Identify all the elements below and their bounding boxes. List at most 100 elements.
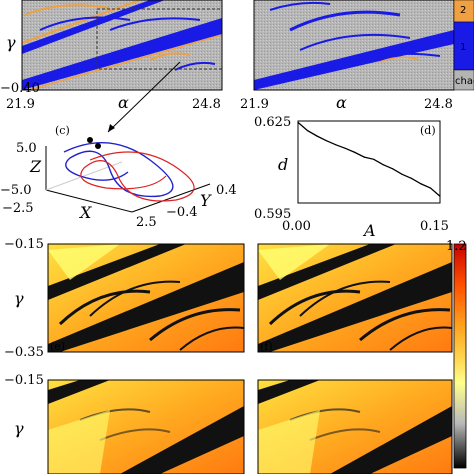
panel-d-frame bbox=[297, 120, 441, 204]
panel-d-xlabel: A bbox=[362, 221, 376, 240]
panel-e: (e) −0.15 γ −0.35 bbox=[4, 237, 245, 360]
panel-g-dark-band-upper bbox=[48, 380, 110, 404]
panel-h bbox=[257, 379, 453, 474]
panel-a-period1-band bbox=[22, 18, 222, 90]
panel-e-frame bbox=[47, 243, 245, 353]
panel-c-label: (c) bbox=[55, 124, 70, 137]
panel-g-y-tick-top: −0.15 bbox=[4, 373, 44, 388]
panel-b-tongue-1 bbox=[289, 10, 401, 32]
panel-e-label: (e) bbox=[50, 340, 65, 353]
panel-f-dark-band-upper bbox=[258, 244, 396, 300]
panel-c-x-tick-right: 2.5 bbox=[136, 215, 157, 230]
panel-f: (f) bbox=[257, 243, 453, 353]
panel-d-point bbox=[335, 144, 337, 146]
panel-b-x-tick-right: 24.8 bbox=[424, 97, 453, 112]
panel-c-y-tick-top: 0.4 bbox=[216, 183, 237, 198]
panel-b-tongue-3 bbox=[329, 52, 441, 71]
panel-a-period2-edge bbox=[22, 0, 141, 44]
zoom-arrow bbox=[107, 61, 181, 133]
panel-f-tongue-1 bbox=[268, 289, 361, 326]
panel-e-dark-band bbox=[48, 262, 244, 352]
colorbar-gradient bbox=[453, 243, 467, 469]
panel-b-tongue-2 bbox=[299, 33, 411, 51]
panel-a-y-tick: −0.40 bbox=[0, 81, 40, 96]
panel-g-frame bbox=[47, 379, 245, 474]
panel-d-point bbox=[354, 151, 356, 153]
panel-e-tongue-3 bbox=[149, 308, 241, 342]
panel-c: (c) 5.0 Z −5.0 −2.5 X 2.5 0.4 Y −0.4 bbox=[0, 124, 237, 230]
panel-a-tongue-4 bbox=[149, 52, 191, 61]
panel-d-point bbox=[392, 168, 394, 170]
panel-a-tongue-3 bbox=[109, 17, 201, 31]
panel-d-point bbox=[439, 195, 441, 197]
panel-a-tongue-2 bbox=[39, 16, 131, 31]
panel-b: 2 1 chaos 21.9 24.8 α bbox=[240, 0, 474, 112]
panel-c-xlabel: X bbox=[78, 203, 92, 222]
panel-h-blob-2 bbox=[309, 428, 381, 441]
panel-h-dark-band bbox=[330, 406, 452, 474]
panel-c-ylabel: Y bbox=[200, 191, 212, 210]
panel-d-y-tick-bottom: 0.595 bbox=[254, 207, 291, 222]
panel-h-frame bbox=[257, 379, 453, 474]
panel-f-frame bbox=[257, 243, 453, 353]
panel-b-tongue-4 bbox=[269, 1, 331, 11]
panel-g-dark-band bbox=[120, 406, 244, 474]
panel-e-y-tick-top: −0.15 bbox=[4, 237, 44, 252]
panel-a-frame bbox=[21, 0, 223, 91]
panel-f-tongue-3 bbox=[359, 308, 451, 342]
panel-c-floor-back bbox=[45, 161, 123, 191]
panel-d-point bbox=[429, 187, 432, 189]
panel-d-point bbox=[325, 140, 327, 142]
panel-f-tongue-2 bbox=[299, 280, 391, 317]
panel-e-tongue-2 bbox=[89, 280, 181, 317]
panel-c-point-2 bbox=[95, 143, 101, 149]
panel-e-y-tick-bottom: −0.35 bbox=[4, 345, 44, 360]
panel-d-point bbox=[344, 147, 346, 149]
panel-b-period1-band bbox=[254, 30, 454, 90]
colorbar: 1.2 bbox=[446, 239, 467, 469]
panel-b-xlabel: α bbox=[336, 93, 347, 112]
panel-b-tongue-5 bbox=[379, 56, 421, 63]
panel-c-zlabel: Z bbox=[29, 157, 42, 176]
panel-d-point bbox=[420, 183, 422, 185]
panel-d-line bbox=[297, 121, 441, 197]
panel-a-tongue-1 bbox=[24, 4, 111, 16]
panel-g-yellow-haze bbox=[48, 410, 110, 474]
panel-c-y-tick-bottom: −0.4 bbox=[166, 205, 198, 220]
panel-e-tongue-1 bbox=[58, 289, 151, 326]
panel-f-tongue-4 bbox=[389, 326, 452, 351]
panel-a-x-tick-right: 24.8 bbox=[192, 97, 221, 112]
panel-d-series bbox=[297, 121, 441, 197]
panel-a-x-tick-left: 21.9 bbox=[6, 97, 35, 112]
panel-d-point bbox=[373, 158, 375, 160]
panel-d-point bbox=[363, 156, 365, 158]
panel-a-ylabel: γ bbox=[6, 33, 16, 52]
panel-h-yellow-haze bbox=[258, 410, 320, 474]
panel-g-ylabel: γ bbox=[14, 419, 24, 438]
panel-e-yellow-haze bbox=[48, 244, 120, 280]
panel-d-point bbox=[306, 130, 309, 132]
panel-d-point bbox=[411, 177, 413, 179]
panel-d-label: (d) bbox=[420, 124, 436, 137]
panel-a-period1-band-upper bbox=[22, 0, 165, 54]
colorbar-top-label: 1.2 bbox=[446, 239, 467, 254]
panel-a-tongue-5 bbox=[174, 61, 216, 71]
panel-b-x-tick-left: 21.9 bbox=[240, 97, 269, 112]
panel-f-dark-band bbox=[258, 262, 452, 352]
panel-d-ylabel: d bbox=[278, 155, 288, 174]
legend-period1-label: 1 bbox=[460, 42, 466, 53]
panel-g: −0.15 γ bbox=[4, 373, 245, 474]
panel-e-tongue-4 bbox=[179, 326, 244, 351]
panel-d-point bbox=[316, 135, 318, 137]
panel-f-label: (f) bbox=[260, 340, 273, 353]
panel-c-point-1 bbox=[87, 137, 93, 143]
legend-period2-label: 2 bbox=[460, 5, 466, 16]
panel-d-x-tick-right: 0.15 bbox=[420, 219, 449, 234]
panel-c-z-tick-bottom: −5.0 bbox=[0, 183, 32, 198]
panel-d-point bbox=[401, 173, 403, 175]
panel-d-y-tick-top: 0.625 bbox=[254, 115, 291, 130]
panel-a-zoom-box bbox=[96, 8, 222, 70]
panel-c-y-axis bbox=[131, 183, 211, 213]
panel-e-ylabel: γ bbox=[14, 289, 24, 308]
